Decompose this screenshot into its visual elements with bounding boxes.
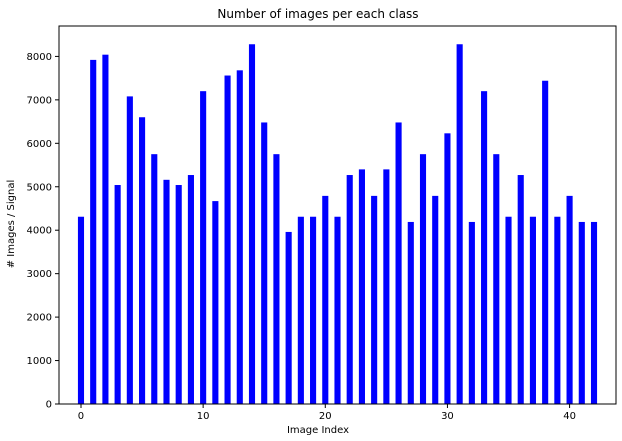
bar-class-35 <box>505 216 512 404</box>
bar-class-19 <box>310 216 317 404</box>
bar-class-26 <box>395 122 402 405</box>
bar-class-2 <box>102 54 109 405</box>
bar-class-16 <box>273 154 280 404</box>
bar-class-23 <box>358 169 365 404</box>
bar-class-8 <box>175 185 182 404</box>
y-tick-label: 5000 <box>27 182 52 193</box>
bar-class-20 <box>322 195 329 404</box>
bar-class-32 <box>468 221 475 404</box>
bar-class-4 <box>126 96 133 404</box>
bar-class-11 <box>212 201 219 404</box>
bar-class-33 <box>481 91 488 405</box>
bar-class-38 <box>542 80 549 405</box>
y-tick-label: 8000 <box>27 52 52 63</box>
bar-class-6 <box>151 154 158 404</box>
bar-class-39 <box>554 216 561 404</box>
bar-class-10 <box>200 91 207 405</box>
bar-class-17 <box>285 231 292 404</box>
bar-class-40 <box>566 195 573 404</box>
bar-class-12 <box>224 75 231 404</box>
bar-class-29 <box>432 195 439 404</box>
bar-class-5 <box>139 117 146 405</box>
y-tick-label: 2000 <box>27 313 52 324</box>
bar-class-7 <box>163 179 170 404</box>
bar-class-1 <box>90 59 97 404</box>
bar-class-36 <box>517 175 524 404</box>
y-tick-label: 7000 <box>27 95 52 106</box>
bar-class-34 <box>493 154 500 404</box>
bar-class-24 <box>371 195 378 404</box>
y-tick-label: 3000 <box>27 269 52 280</box>
bar-class-30 <box>444 133 451 404</box>
bar-class-28 <box>419 154 427 404</box>
y-tick-label: 4000 <box>27 226 52 237</box>
bar-class-18 <box>297 216 304 404</box>
x-axis-ticks: 0 10 20 30 40 <box>78 404 576 422</box>
bar-class-3 <box>114 185 121 404</box>
x-tick-label: 10 <box>197 411 210 422</box>
bar-class-22 <box>346 175 353 404</box>
bar-class-14 <box>248 44 256 404</box>
y-tick-label: 1000 <box>27 356 52 367</box>
x-tick-label: 20 <box>319 411 332 422</box>
bars-group <box>77 44 598 405</box>
bar-class-37 <box>529 216 536 404</box>
chart-title: Number of images per each class <box>217 7 418 21</box>
bar-class-31 <box>456 44 463 404</box>
bar-class-41 <box>578 221 585 404</box>
bar-class-0 <box>77 216 85 404</box>
x-tick-label: 40 <box>563 411 576 422</box>
y-tick-label: 6000 <box>27 139 52 150</box>
bar-class-42 <box>590 221 598 404</box>
y-axis-label: # Images / Signal <box>6 180 17 269</box>
bar-class-9 <box>187 175 194 404</box>
x-tick-label: 0 <box>78 411 84 422</box>
y-tick-label: 0 <box>46 400 52 411</box>
y-axis-ticks: 0 1000 2000 3000 4000 5000 6000 7000 8000 <box>27 52 59 411</box>
plot-frame <box>58 25 617 405</box>
bar-class-15 <box>261 122 268 405</box>
bar-class-21 <box>334 216 341 404</box>
bar-class-27 <box>407 221 414 404</box>
x-tick-label: 30 <box>441 411 454 422</box>
bar-class-13 <box>236 70 243 404</box>
bar-class-25 <box>383 169 390 404</box>
x-axis-label: Image Index <box>287 425 349 436</box>
